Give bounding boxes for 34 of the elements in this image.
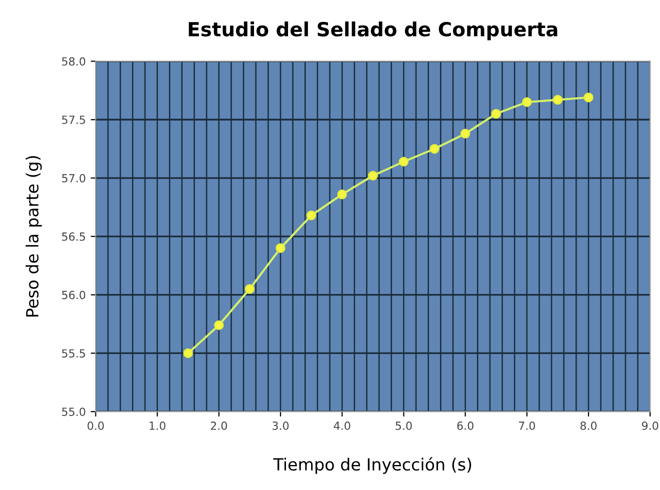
y-tick-label: 57.0 <box>62 174 86 182</box>
x-tick-label: 2.0 <box>210 422 227 430</box>
x-tick-label: 1.0 <box>150 422 166 430</box>
y-tick-label: 57.5 <box>62 116 86 124</box>
y-axis-title: Peso de la parte (g) <box>26 156 42 317</box>
point <box>337 190 347 200</box>
point <box>214 320 224 330</box>
point <box>306 210 316 220</box>
x-tick-label: 3.0 <box>272 422 289 430</box>
point <box>552 94 563 105</box>
y-tick-label: 55.5 <box>62 349 86 358</box>
x-tick-label: 7.0 <box>518 422 535 430</box>
y-tick-label: 58.0 <box>62 57 86 66</box>
point <box>491 108 501 119</box>
point <box>368 170 378 181</box>
x-tick-label: 0.0 <box>88 422 104 430</box>
y-tick-label: 55.0 <box>62 408 86 416</box>
point <box>522 97 532 107</box>
x-tick-label: 4.0 <box>334 422 350 430</box>
point <box>183 348 193 358</box>
y-tick-label: 56.5 <box>62 232 86 241</box>
point <box>460 128 470 139</box>
x-tick-label: 9.0 <box>642 422 658 430</box>
x-tick-label: 5.0 <box>396 422 412 430</box>
point <box>398 156 409 167</box>
y-tick-label: 56.0 <box>62 290 86 300</box>
x-tick-label: 6.0 <box>457 422 474 430</box>
point <box>430 144 440 154</box>
point <box>276 243 286 253</box>
point <box>244 284 255 294</box>
point <box>584 92 594 102</box>
x-axis-title: Tiempo de Inyección (s) <box>273 457 472 474</box>
x-tick-label: 8.0 <box>580 422 597 430</box>
chart-title: Estudio del Sellado de Compuerta <box>188 21 558 40</box>
